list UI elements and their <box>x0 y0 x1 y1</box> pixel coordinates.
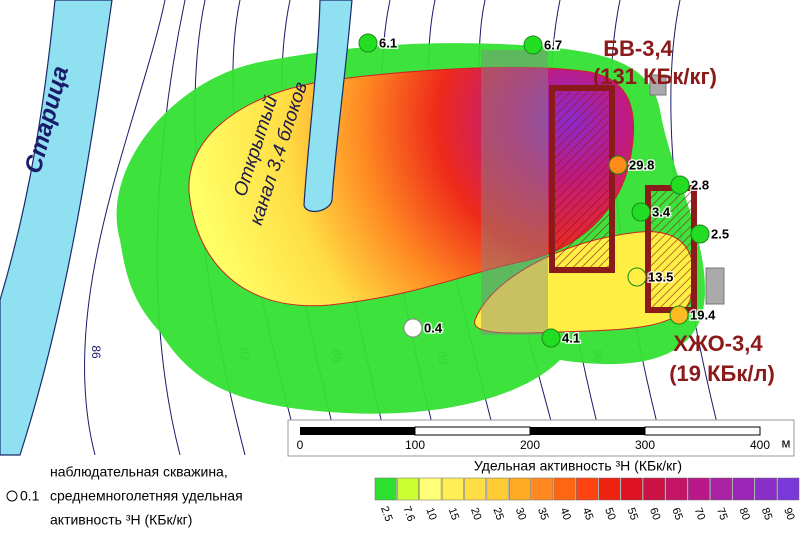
well <box>631 202 651 222</box>
scale-segment <box>300 427 415 435</box>
colorscale-box <box>531 477 554 501</box>
channel <box>303 0 353 213</box>
well-label: 2.5 <box>711 226 729 241</box>
scale-label: 100 <box>405 438 425 452</box>
colorscale-tick: 85 <box>759 506 774 522</box>
well <box>608 155 628 175</box>
colorscale-tick: 25 <box>490 506 505 522</box>
well <box>403 318 423 338</box>
colorscale-tick: 90 <box>781 506 796 522</box>
colorscale-tick: 15 <box>446 506 461 522</box>
contour-line <box>83 0 166 456</box>
colorscale-tick: 45 <box>580 506 595 522</box>
facility-name: ХЖО-3,4 <box>673 331 763 356</box>
scale-segment <box>530 427 645 435</box>
facility-bv <box>549 85 615 273</box>
colorscale-box <box>374 477 397 501</box>
colorscale-tick: 55 <box>625 506 640 522</box>
scale-label: 400 <box>750 438 770 452</box>
scale-segment <box>414 426 531 436</box>
well <box>690 224 710 244</box>
colorscale-tick: 70 <box>692 506 707 522</box>
well-label: 13.5 <box>648 269 673 284</box>
colorscale-box <box>441 477 464 501</box>
well-label: 3.4 <box>652 204 671 219</box>
wells: 6.1 6.7 29.8 2.8 3.4 2.5 13.5 19.4 0.4 4.1 <box>358 33 731 348</box>
building <box>705 267 725 305</box>
legend-well-symbol <box>6 490 18 502</box>
colorscale-tick: 65 <box>669 506 684 522</box>
well <box>669 305 689 325</box>
well <box>358 33 378 53</box>
colorscale-tick: 80 <box>736 506 751 522</box>
colorscale-box <box>755 477 777 501</box>
well <box>670 175 690 195</box>
colorscale-box <box>620 477 643 501</box>
colorscale-box <box>777 477 800 501</box>
well-label: 6.1 <box>379 35 397 50</box>
scale-unit: м <box>782 435 791 450</box>
colorscale-box <box>687 477 710 501</box>
scale-segment <box>644 426 761 436</box>
facility-activity: (19 КБк/л) <box>669 361 775 386</box>
legend-well-text: наблюдательная скважина, <box>50 464 228 480</box>
well-label: 2.8 <box>691 177 709 192</box>
colorscale-tick: 50 <box>602 506 617 522</box>
building-shadow <box>481 50 548 335</box>
scale-bar: 0 100 200 300 400 м <box>287 419 795 457</box>
colorscale-tick: 40 <box>557 506 572 522</box>
facility-activity: (131 КБк/кг) <box>593 64 717 89</box>
colorscale-tick: 35 <box>535 506 550 522</box>
colorscale-tick: 2.5 <box>378 505 395 523</box>
well <box>627 267 647 287</box>
well-label: 0.4 <box>424 320 443 335</box>
well-label: 4.1 <box>562 330 580 345</box>
colorscale-tick: 20 <box>468 506 483 522</box>
contour-label: 86 <box>89 345 103 359</box>
colorscale-tick: 7.6 <box>400 505 417 523</box>
colorscale-tick: 75 <box>714 506 729 522</box>
colorscale-box <box>643 477 666 501</box>
legend-well-text: среднемноголетняя удельная <box>50 488 243 504</box>
colorscale-box <box>732 477 755 501</box>
scale-label: 200 <box>520 438 540 452</box>
scale-bar-box <box>287 419 795 457</box>
facility-name: БВ-3,4 <box>603 36 673 61</box>
colorscale-tick: 30 <box>513 506 528 522</box>
colorscale-box <box>665 477 688 501</box>
colorscale-tick: 60 <box>647 506 662 522</box>
colorscale-box <box>710 477 733 501</box>
legend-well-text: активность ³H (КБк/кг) <box>50 512 192 528</box>
colorscale-box <box>419 477 442 501</box>
well-label: 19.4 <box>690 307 716 322</box>
well-label: 6.7 <box>544 37 562 52</box>
legend-well-value: 0.1 <box>20 488 40 504</box>
colorscale-box <box>553 477 576 501</box>
colorscale-box <box>486 477 509 501</box>
colorscale-title: Удельная активность ³H (КБк/кг) <box>474 458 682 474</box>
colorscale: 2.5 7.6 10 15 20 25 30 35 40 45 50 55 60 65 70 75 80 85 90 <box>374 477 800 523</box>
colorscale-box <box>598 477 621 501</box>
river <box>0 0 113 456</box>
colorscale-box <box>576 477 598 501</box>
well <box>523 35 543 55</box>
scale-label: 0 <box>297 438 304 452</box>
well <box>541 328 561 348</box>
building <box>649 74 667 96</box>
colorscale-tick: 10 <box>423 506 438 522</box>
well-label: 29.8 <box>629 157 654 172</box>
colorscale-box <box>464 477 487 501</box>
colorscale-box <box>508 477 531 501</box>
colorscale-box <box>397 477 419 501</box>
scale-label: 300 <box>635 438 655 452</box>
